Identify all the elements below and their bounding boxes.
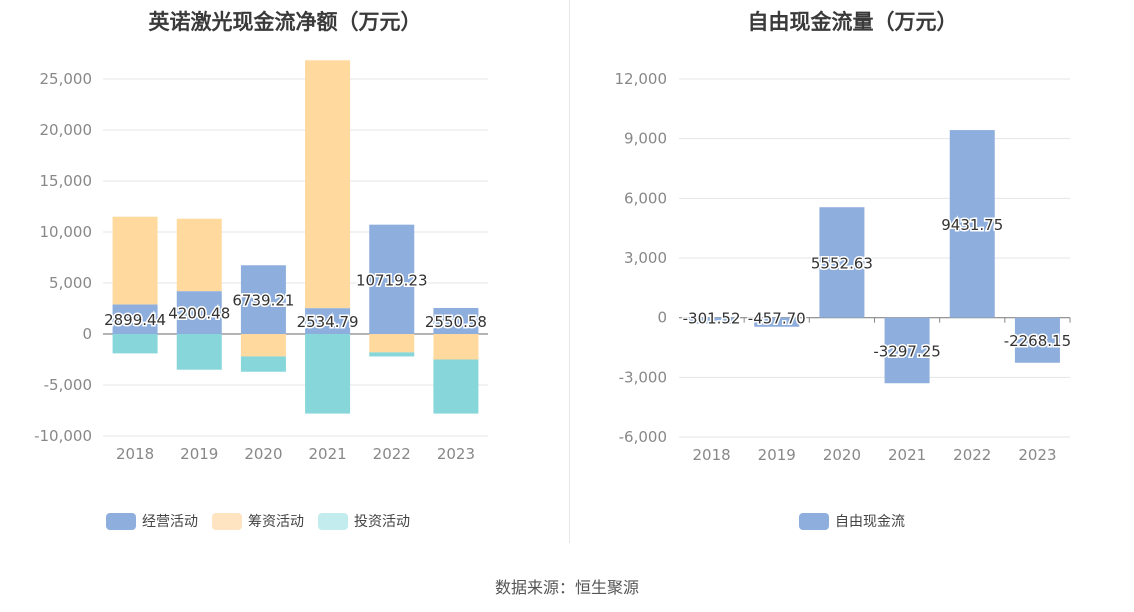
data-label: 9431.75 xyxy=(941,216,1003,234)
data-label: -3297.25 xyxy=(873,342,940,360)
legend-swatch xyxy=(212,512,242,530)
y-tick-label: -6,000 xyxy=(619,428,667,446)
x-tick-label: 2019 xyxy=(180,445,218,463)
bar-自由现金流-2018 xyxy=(689,317,735,324)
y-tick-label: 12,000 xyxy=(615,70,668,88)
bar-经营活动-2023 xyxy=(433,307,479,334)
bar-自由现金流-2022 xyxy=(949,130,995,318)
bar-筹资活动-2018 xyxy=(112,216,158,305)
x-tick-label: 2021 xyxy=(308,445,346,463)
y-tick-label: 10,000 xyxy=(40,223,93,241)
legend-swatch xyxy=(318,512,348,530)
bar-自由现金流-2023 xyxy=(1014,317,1060,363)
data-label: 6739.21 xyxy=(232,292,294,310)
y-tick-label: 5,000 xyxy=(49,274,92,292)
x-tick-label: 2022 xyxy=(953,446,991,464)
legend-swatch xyxy=(106,512,136,530)
x-tick-label: 2022 xyxy=(373,445,411,463)
x-tick-label: 2020 xyxy=(244,445,282,463)
legend-item[interactable]: 筹资活动 xyxy=(212,511,304,531)
y-tick-label: -10,000 xyxy=(34,427,92,445)
y-tick-label: 0 xyxy=(657,309,667,327)
left-legend: 经营活动 筹资活动 投资活动 xyxy=(106,511,424,531)
bar-经营活动-2020 xyxy=(240,265,286,334)
x-tick-label: 2023 xyxy=(1018,446,1056,464)
legend-label: 投资活动 xyxy=(354,514,410,530)
bar-投资活动-2022 xyxy=(369,352,415,357)
y-tick-label: 20,000 xyxy=(40,121,93,139)
x-tick-label: 2021 xyxy=(888,446,926,464)
data-label: 4200.48 xyxy=(168,305,230,323)
bar-投资活动-2019 xyxy=(176,334,222,370)
data-label: -2268.15 xyxy=(1004,332,1071,350)
data-label: -457.70 xyxy=(748,310,806,328)
data-label: 2899.44 xyxy=(104,311,166,329)
right-legend: 自由现金流 xyxy=(799,511,919,531)
bar-筹资活动-2021 xyxy=(305,60,351,309)
bar-自由现金流-2020 xyxy=(819,207,865,318)
bar-投资活动-2023 xyxy=(433,359,479,414)
right-chart-panel: 自由现金流量（万元） 12,000 9,000 6,000 3,000 0 -3,000 -… xyxy=(571,0,1134,545)
bar-经营活动-2018 xyxy=(112,304,158,334)
left-chart-title: 英诺激光现金流净额（万元） xyxy=(148,10,422,34)
y-tick-label: 9,000 xyxy=(624,130,667,148)
bar-经营活动-2022 xyxy=(369,224,415,334)
bar-经营活动-2019 xyxy=(176,291,222,334)
legend-item[interactable]: 经营活动 xyxy=(106,511,198,531)
legend-label: 自由现金流 xyxy=(835,514,905,530)
x-tick-label: 2023 xyxy=(437,445,475,463)
bar-经营活动-2021 xyxy=(305,308,351,334)
bar-筹资活动-2022 xyxy=(369,334,415,353)
legend-item[interactable]: 自由现金流 xyxy=(799,511,905,531)
legend-item[interactable]: 投资活动 xyxy=(318,511,410,531)
y-tick-label: 25,000 xyxy=(40,70,93,88)
x-tick-label: 2018 xyxy=(116,445,154,463)
y-tick-label: 15,000 xyxy=(40,172,93,190)
bar-投资活动-2021 xyxy=(305,334,351,414)
bar-投资活动-2018 xyxy=(112,334,158,354)
x-tick-label: 2020 xyxy=(823,446,861,464)
right-chart-svg: 12,000 9,000 6,000 3,000 0 -3,000 -6,000 2018 20… xyxy=(615,70,1073,464)
legend-label: 筹资活动 xyxy=(248,514,304,530)
y-tick-label: 3,000 xyxy=(624,249,667,267)
bar-筹资活动-2023 xyxy=(433,334,479,360)
panel-divider xyxy=(569,0,570,543)
y-tick-label: -3,000 xyxy=(619,368,667,386)
data-label: -301.52 xyxy=(683,310,741,328)
legend-swatch xyxy=(799,512,829,530)
left-chart-svg: 25,000 20,000 15,000 10,000 5,000 0 -5,000 -10,… xyxy=(34,60,488,463)
bar-自由现金流-2021 xyxy=(884,317,930,384)
right-chart-title: 自由现金流量（万元） xyxy=(747,10,958,34)
bar-自由现金流-2019 xyxy=(754,317,800,327)
data-label: 5552.63 xyxy=(811,254,873,272)
bar-筹资活动-2020 xyxy=(240,334,286,357)
source-text: 数据来源：恒生聚源 xyxy=(494,578,639,597)
legend-label: 经营活动 xyxy=(142,514,198,530)
y-tick-label: 0 xyxy=(82,325,92,343)
bar-筹资活动-2019 xyxy=(176,218,222,292)
data-label: 2550.58 xyxy=(425,313,487,331)
data-label: 2534.79 xyxy=(297,313,359,331)
bar-投资活动-2020 xyxy=(240,356,286,372)
left-chart-panel: 英诺激光现金流净额（万元） 25,000 20,000 15,000 10,000 5,… xyxy=(0,0,570,545)
x-tick-label: 2018 xyxy=(692,446,730,464)
y-tick-label: -5,000 xyxy=(44,376,92,394)
y-tick-label: 6,000 xyxy=(624,189,667,207)
x-tick-label: 2019 xyxy=(758,446,796,464)
data-label: 10719.23 xyxy=(356,271,428,289)
